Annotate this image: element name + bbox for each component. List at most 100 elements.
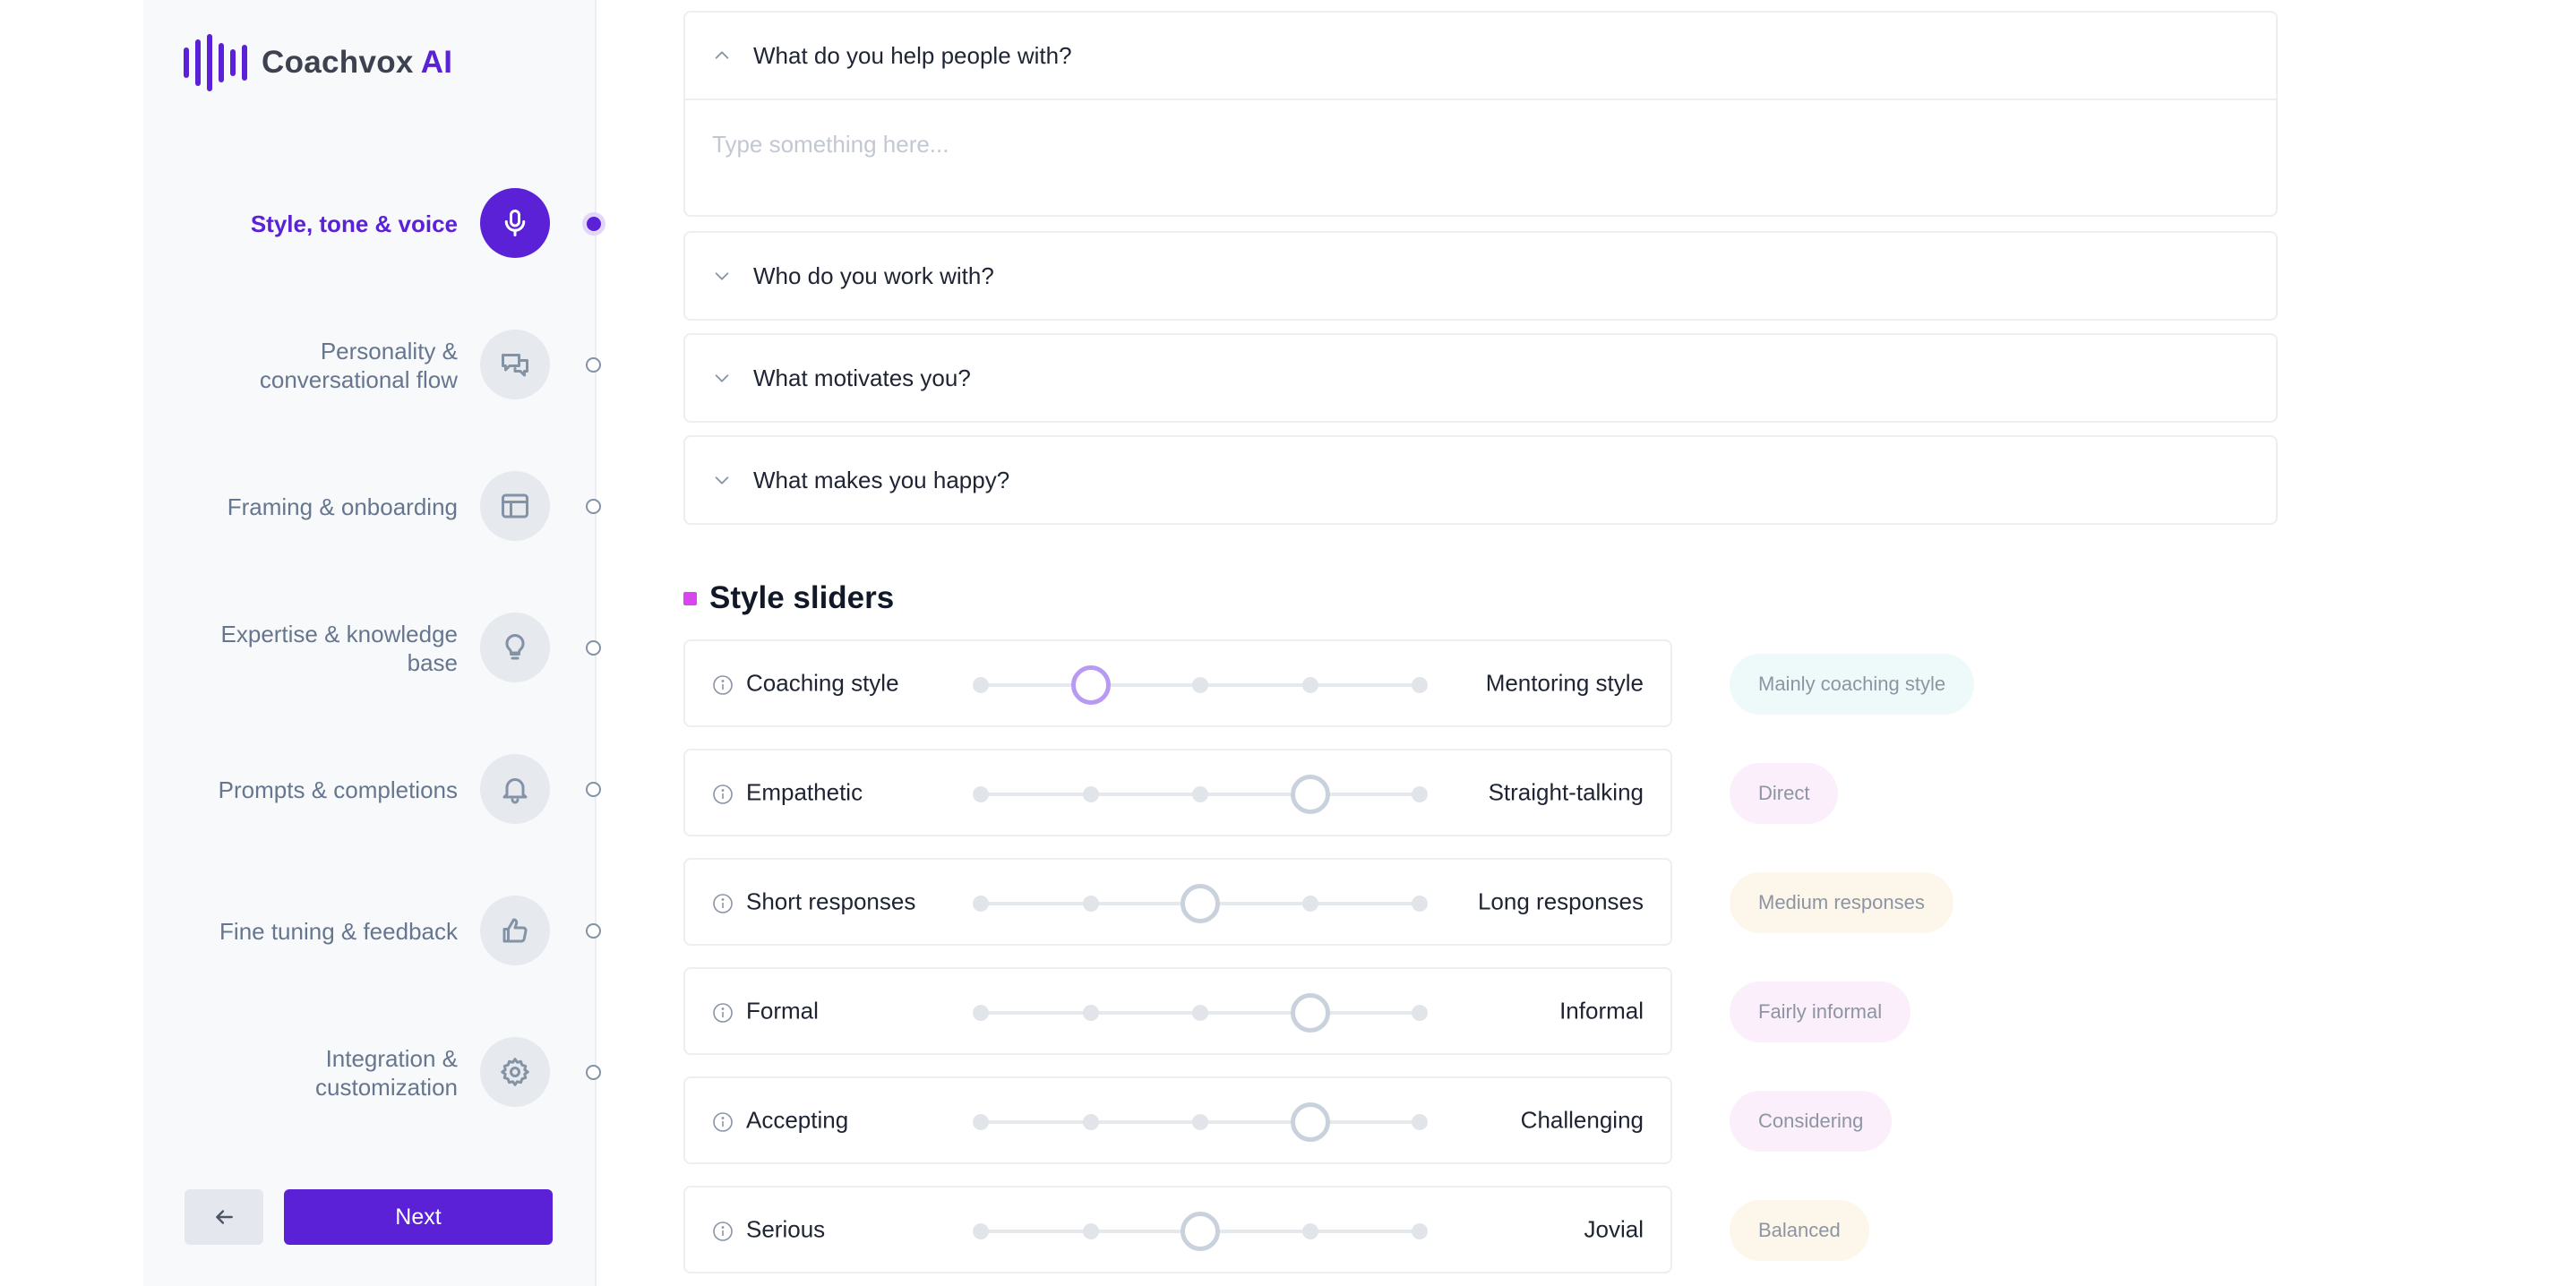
slider-thumb[interactable] [1290, 775, 1330, 814]
sidebar-item-label: Framing & onboarding [227, 493, 458, 520]
arrow-left-icon [216, 1210, 233, 1224]
sidebar-item-integration[interactable]: Integration & customization [143, 1037, 601, 1109]
slider-thumb[interactable] [1181, 1212, 1220, 1251]
sidebar-item-fine-tuning[interactable]: Fine tuning & feedback [143, 896, 601, 967]
sidebar-item-label: Style, tone & voice [250, 210, 458, 237]
chevron-down-icon [715, 374, 729, 382]
brand-logo[interactable]: Coachvox AI [184, 34, 452, 91]
chevron-down-icon [715, 476, 729, 484]
slider-step-dot[interactable] [1082, 1114, 1099, 1130]
slider-step-dot[interactable] [1082, 1005, 1099, 1021]
slider-track[interactable] [973, 1102, 1428, 1142]
soundwave-logo-icon [184, 34, 247, 91]
slider-step-dot[interactable] [1412, 786, 1428, 802]
slider-right-label: Straight-talking [1488, 778, 1644, 806]
accordion-header[interactable]: What do you help people with? [685, 13, 2276, 99]
slider-result-badge: Considering [1730, 1091, 1893, 1152]
slider-step-dot[interactable] [1301, 677, 1318, 693]
answer-input[interactable] [712, 131, 2249, 159]
step-indicator-dot [586, 357, 601, 373]
sidebar-item-label: Fine tuning & feedback [219, 918, 458, 945]
slider-step-dot[interactable] [1082, 786, 1099, 802]
slider-step-dot[interactable] [1412, 677, 1428, 693]
sidebar-item-personality[interactable]: Personality & conversational flow [143, 330, 601, 401]
bell-icon [480, 754, 550, 824]
style-slider-row: Accepting Challenging [683, 1076, 1672, 1164]
microphone-icon [480, 188, 550, 258]
slider-step-dot[interactable] [973, 1114, 989, 1130]
info-icon[interactable] [712, 1221, 734, 1242]
slider-right-label: Mentoring style [1485, 669, 1644, 697]
info-icon[interactable] [712, 893, 734, 914]
info-icon[interactable] [712, 674, 734, 696]
slider-step-dot[interactable] [973, 1005, 989, 1021]
accordion-body [685, 99, 2276, 215]
slider-track[interactable] [973, 1212, 1428, 1251]
question-accordion-help: What do you help people with? [683, 11, 2278, 217]
slider-thumb[interactable] [1290, 993, 1330, 1033]
sidebar-item-label: Personality & conversational flow [259, 338, 458, 393]
brand-name: Coachvox AI [262, 45, 453, 80]
slider-right-label: Informal [1559, 997, 1644, 1025]
slider-left-label: Coaching style [746, 669, 899, 697]
sidebar-item-framing[interactable]: Framing & onboarding [143, 471, 601, 543]
slider-step-dot[interactable] [1082, 896, 1099, 912]
slider-step-dot[interactable] [1412, 1114, 1428, 1130]
next-button[interactable]: Next [284, 1189, 553, 1245]
accordion-header[interactable]: Who do you work with? [685, 233, 2276, 319]
slider-step-dot[interactable] [1301, 1223, 1318, 1239]
slider-result-badge: Mainly coaching style [1730, 654, 1975, 715]
slider-step-dot[interactable] [1412, 896, 1428, 912]
info-icon[interactable] [712, 1002, 734, 1024]
accordion-header[interactable]: What motivates you? [685, 335, 2276, 421]
slider-thumb[interactable] [1070, 665, 1111, 705]
slider-step-dot[interactable] [973, 677, 989, 693]
slider-thumb[interactable] [1290, 1102, 1330, 1142]
chevron-down-icon [715, 272, 729, 280]
accordion-header[interactable]: What makes you happy? [685, 437, 2276, 523]
slider-step-dot[interactable] [1192, 1114, 1208, 1130]
slider-step-dot[interactable] [1192, 786, 1208, 802]
lightbulb-icon [480, 613, 550, 682]
section-title: Style sliders [709, 580, 895, 615]
slider-step-dot[interactable] [1301, 896, 1318, 912]
slider-result-badge: Balanced [1730, 1200, 1869, 1261]
sidebar-item-label: Expertise & knowledge base [220, 621, 458, 676]
question-accordion-happy: What makes you happy? [683, 435, 2278, 525]
step-indicator-dot [586, 499, 601, 514]
slider-step-dot[interactable] [1412, 1223, 1428, 1239]
sidebar-item-prompts[interactable]: Prompts & completions [143, 754, 601, 826]
slider-step-dot[interactable] [1192, 1005, 1208, 1021]
section-marker-icon [683, 591, 697, 605]
slider-step-dot[interactable] [973, 896, 989, 912]
slider-track[interactable] [973, 993, 1428, 1033]
slider-step-dot[interactable] [973, 1223, 989, 1239]
slider-step-dot[interactable] [1082, 1223, 1099, 1239]
question-accordion-motivates: What motivates you? [683, 333, 2278, 423]
sidebar: Coachvox AI Style, tone & voice Personali… [143, 0, 601, 1286]
slider-left-label: Formal [746, 997, 819, 1025]
back-button[interactable] [185, 1189, 263, 1245]
sidebar-item-expertise[interactable]: Expertise & knowledge base [143, 613, 601, 684]
slider-thumb[interactable] [1181, 884, 1220, 923]
slider-left-label: Empathetic [746, 778, 863, 806]
info-icon[interactable] [712, 784, 734, 805]
thumbs-up-icon [480, 896, 550, 965]
slider-left-label: Accepting [746, 1106, 849, 1134]
slider-step-dot[interactable] [1412, 1005, 1428, 1021]
question-text: What motivates you? [753, 364, 971, 391]
slider-left-label: Serious [746, 1215, 826, 1243]
question-text: What do you help people with? [753, 41, 1072, 69]
slider-result-badge: Direct [1730, 763, 1839, 824]
question-text: What makes you happy? [753, 466, 1010, 493]
slider-step-dot[interactable] [973, 786, 989, 802]
slider-step-dot[interactable] [1192, 677, 1208, 693]
slider-track[interactable] [973, 665, 1428, 705]
style-slider-row: Formal Informal [683, 967, 1672, 1055]
slider-track[interactable] [973, 884, 1428, 923]
slider-result-badge: Medium responses [1730, 872, 1953, 933]
info-icon[interactable] [712, 1111, 734, 1133]
slider-track[interactable] [973, 775, 1428, 814]
sidebar-item-style-tone-voice[interactable]: Style, tone & voice [143, 188, 601, 260]
question-accordion-who: Who do you work with? [683, 231, 2278, 321]
